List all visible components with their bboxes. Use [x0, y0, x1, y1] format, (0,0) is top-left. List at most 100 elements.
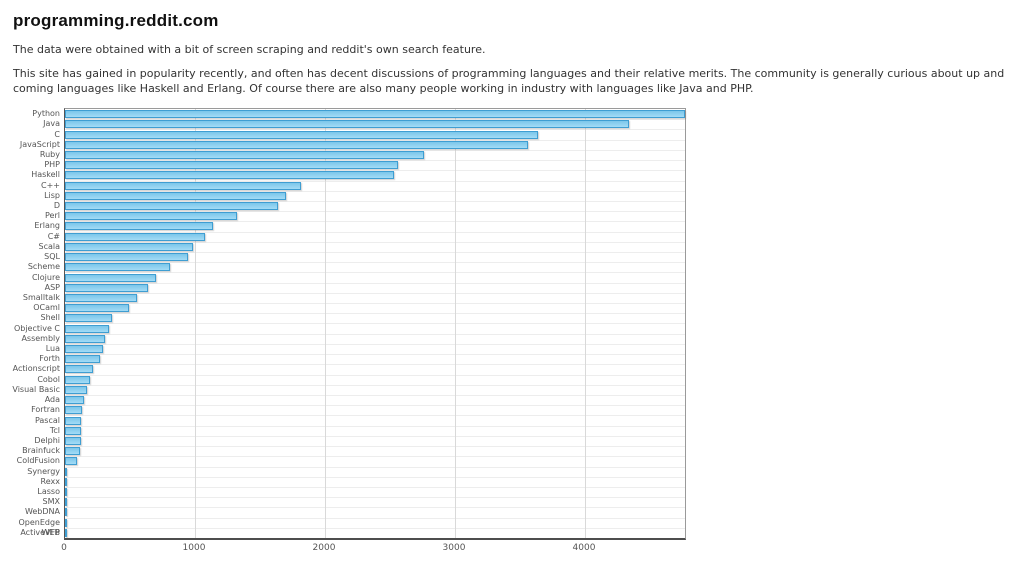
gridline-vertical [585, 109, 586, 538]
gridline-horizontal [65, 160, 685, 161]
bar [65, 386, 87, 394]
x-tick-label: 4000 [572, 543, 596, 553]
bar [65, 171, 394, 179]
bar [65, 406, 82, 414]
y-tick-label: WEB [41, 528, 60, 537]
y-tick-label: Smalltalk [22, 293, 60, 302]
bar [65, 263, 170, 271]
x-tick-label: 2000 [312, 543, 336, 553]
gridline-horizontal [65, 119, 685, 120]
x-tick-label: 3000 [442, 543, 466, 553]
y-tick-label: Java [43, 119, 60, 128]
bar [65, 202, 278, 210]
gridline-horizontal [65, 272, 685, 273]
bar [65, 396, 84, 404]
gridline-horizontal [65, 262, 685, 263]
y-tick-label: Delphi [34, 436, 60, 445]
description-paragraph: This site has gained in popularity recen… [13, 67, 1005, 95]
y-tick-label: Lisp [44, 191, 60, 200]
bar [65, 253, 188, 261]
gridline-horizontal [65, 211, 685, 212]
bar [65, 110, 685, 118]
y-tick-label: Shell [40, 313, 60, 322]
y-tick-label: PHP [44, 160, 60, 169]
bar [65, 325, 109, 333]
bar [65, 376, 90, 384]
y-axis-labels: Python Java C JavaScript Ruby PHP Haskell C++ Li… [0, 108, 62, 540]
y-tick-label: Scheme [27, 262, 60, 271]
gridline-horizontal [65, 293, 685, 294]
bar [65, 274, 156, 282]
intro-paragraph: The data were obtained with a bit of scr… [13, 43, 486, 56]
bar [65, 519, 67, 527]
y-tick-label: ASP [44, 283, 60, 292]
y-tick-label: Assembly [21, 334, 60, 343]
gridline-horizontal [65, 201, 685, 202]
y-tick-label: Clojure [31, 273, 60, 282]
gridline-horizontal [65, 283, 685, 284]
y-tick-label: SQL [44, 252, 60, 261]
gridline-horizontal [65, 140, 685, 141]
bar [65, 427, 81, 435]
gridline-horizontal [65, 528, 685, 529]
y-tick-label: Ada [44, 395, 60, 404]
y-tick-label: Scala [38, 242, 60, 251]
gridline-horizontal [65, 364, 685, 365]
y-tick-label: C++ [41, 181, 60, 190]
gridline-horizontal [65, 232, 685, 233]
bar [65, 457, 77, 465]
gridline-horizontal [65, 344, 685, 345]
bar [65, 417, 81, 425]
bar [65, 355, 100, 363]
gridline-horizontal [65, 436, 685, 437]
gridline-horizontal [65, 518, 685, 519]
y-tick-label: Fortran [31, 405, 60, 414]
bar [65, 508, 67, 516]
bar [65, 222, 213, 230]
bar [65, 294, 137, 302]
gridline-horizontal [65, 354, 685, 355]
y-tick-label: ActiveVFP [20, 528, 60, 537]
y-tick-label: Python [32, 109, 60, 118]
y-tick-label: Brainfuck [22, 446, 60, 455]
y-tick-label: JavaScript [19, 140, 60, 149]
bar [65, 120, 629, 128]
bar [65, 141, 528, 149]
gridline-horizontal [65, 415, 685, 416]
gridline-horizontal [65, 221, 685, 222]
bar [65, 243, 193, 251]
bar [65, 131, 538, 139]
y-tick-label: Synergy [27, 467, 60, 476]
y-tick-label: Erlang [34, 221, 60, 230]
gridline-vertical [195, 109, 196, 538]
y-tick-label: WebDNA [24, 507, 60, 516]
gridline-horizontal [65, 150, 685, 151]
bar [65, 233, 205, 241]
gridline-horizontal [65, 313, 685, 314]
page-title: programming.reddit.com [13, 11, 219, 30]
bar [65, 488, 67, 496]
gridline-horizontal [65, 477, 685, 478]
y-tick-label: Pascal [34, 416, 60, 425]
bar [65, 304, 129, 312]
y-tick-label: Visual Basic [12, 385, 60, 394]
gridline-horizontal [65, 467, 685, 468]
x-tick-label: 1000 [182, 543, 206, 553]
y-tick-label: Haskell [31, 170, 60, 179]
bar [65, 314, 112, 322]
gridline-horizontal [65, 323, 685, 324]
plot-area [64, 108, 686, 540]
gridline-horizontal [65, 405, 685, 406]
gridline-horizontal [65, 385, 685, 386]
gridline-horizontal [65, 129, 685, 130]
x-tick-label: 0 [61, 543, 67, 553]
bar [65, 192, 286, 200]
y-tick-label: OpenEdge [18, 518, 61, 527]
bar [65, 345, 103, 353]
bar [65, 478, 67, 486]
y-tick-label: C# [47, 232, 60, 241]
gridline-horizontal [65, 507, 685, 508]
y-tick-label: Ruby [39, 150, 60, 159]
y-tick-label: C [54, 130, 60, 139]
